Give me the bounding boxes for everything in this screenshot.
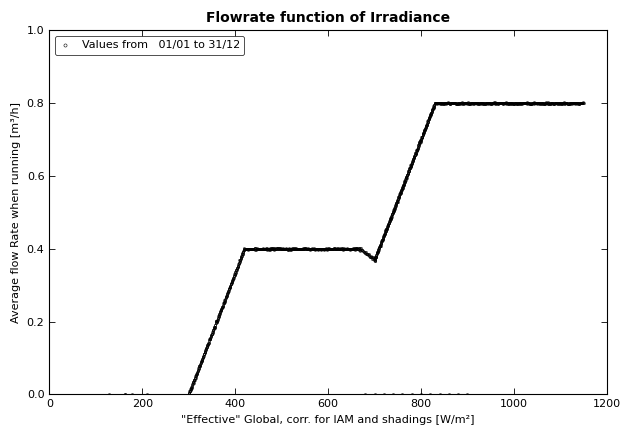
Line: Values from   01/01 to 31/12: Values from 01/01 to 31/12 [108, 101, 585, 395]
Values from   01/01 to 31/12 [398, 186, 405, 191]
Values from   01/01 to 31/12 [523, 100, 531, 106]
Values from   01/01 to 31/12 [571, 101, 578, 106]
Values from   01/01 to 31/12 [121, 392, 129, 397]
Values from   01/01 to 31/12 [444, 99, 452, 105]
Values from   01/01 to 31/12 [352, 246, 360, 251]
Values from   01/01 to 31/12 [550, 101, 557, 106]
X-axis label: "Effective" Global, corr. for IAM and shadings [W/m²]: "Effective" Global, corr. for IAM and sh… [181, 415, 475, 425]
Values from   01/01 to 31/12 [367, 254, 374, 259]
Y-axis label: Average flow Rate when running [m³/h]: Average flow Rate when running [m³/h] [11, 102, 21, 323]
Values from   01/01 to 31/12 [417, 392, 425, 397]
Title: Flowrate function of Irradiance: Flowrate function of Irradiance [206, 11, 450, 25]
Legend: Values from   01/01 to 31/12: Values from 01/01 to 31/12 [55, 36, 244, 55]
